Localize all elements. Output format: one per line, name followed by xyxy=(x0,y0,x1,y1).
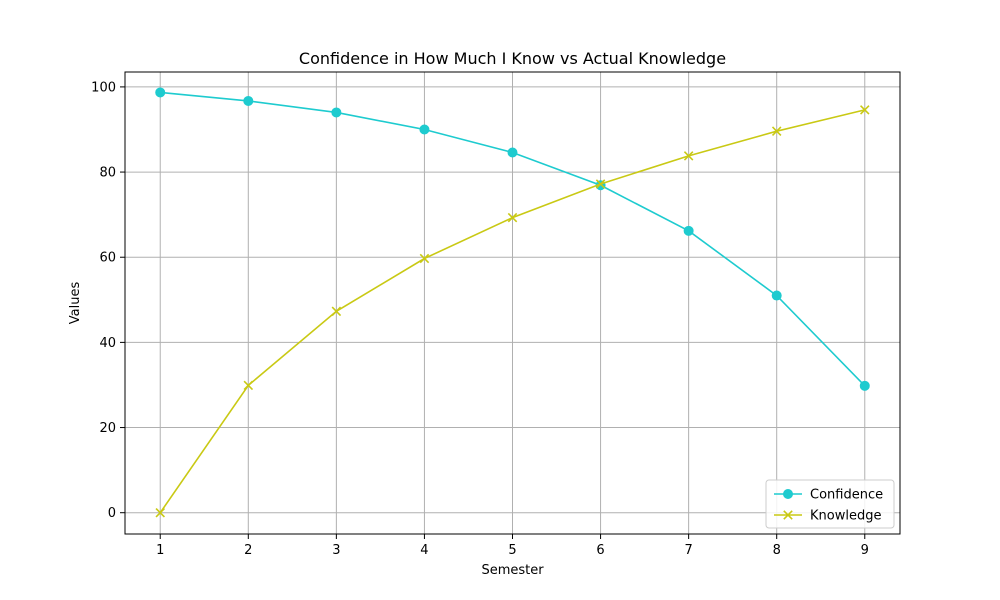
data-point-knowledge xyxy=(595,179,606,189)
x-axis-label: Semester xyxy=(481,563,544,578)
data-point-knowledge xyxy=(683,151,694,161)
legend-label: Knowledge xyxy=(810,509,881,524)
legend-item-confidence: Confidence xyxy=(774,488,883,503)
data-point-confidence xyxy=(683,225,694,236)
x-axis: 1 2 3 4 5 6 7 8 9 xyxy=(156,534,869,558)
y-axis: 0 20 40 60 80 100 xyxy=(91,80,125,521)
x-tick-label: 4 xyxy=(420,543,428,558)
y-tick-label: 100 xyxy=(91,80,116,95)
data-point-confidence xyxy=(419,124,430,135)
y-tick-label: 80 xyxy=(99,166,116,181)
data-point-knowledge xyxy=(507,212,518,223)
data-point-knowledge xyxy=(155,507,165,518)
x-tick-label: 9 xyxy=(861,543,869,558)
x-tick-label: 8 xyxy=(773,543,781,558)
x-tick-label: 6 xyxy=(596,543,604,558)
legend-marker xyxy=(783,489,793,499)
y-tick-label: 0 xyxy=(108,506,116,521)
chart-title: Confidence in How Much I Know vs Actual … xyxy=(299,49,726,68)
legend-box xyxy=(765,479,895,529)
x-tick-label: 1 xyxy=(156,543,164,558)
legend-item-knowledge: Knowledge xyxy=(774,509,881,524)
data-point-confidence xyxy=(859,380,870,391)
data-point-confidence xyxy=(507,147,518,158)
data-point-knowledge xyxy=(860,105,870,115)
x-tick-label: 2 xyxy=(244,543,252,558)
x-tick-label: 5 xyxy=(508,543,516,558)
legend-label: Confidence xyxy=(810,488,883,503)
data-point-knowledge xyxy=(331,306,342,317)
y-tick-label: 60 xyxy=(99,251,116,266)
series-knowledge xyxy=(155,105,870,518)
data-point-confidence xyxy=(155,87,166,98)
x-tick-label: 7 xyxy=(684,543,692,558)
y-tick-label: 20 xyxy=(99,421,116,436)
data-point-confidence xyxy=(771,290,782,301)
series-group xyxy=(155,87,870,518)
data-point-confidence xyxy=(331,107,342,118)
series-confidence xyxy=(155,87,870,391)
data-point-knowledge xyxy=(243,380,254,391)
data-point-knowledge xyxy=(419,253,430,264)
x-tick-label: 3 xyxy=(332,543,340,558)
y-tick-label: 40 xyxy=(99,336,116,351)
data-point-confidence xyxy=(243,95,254,106)
legend-marker xyxy=(783,510,793,520)
data-point-knowledge xyxy=(771,126,782,136)
legend: Confidence Knowledge xyxy=(765,479,895,529)
y-axis-label: Values xyxy=(68,282,83,325)
